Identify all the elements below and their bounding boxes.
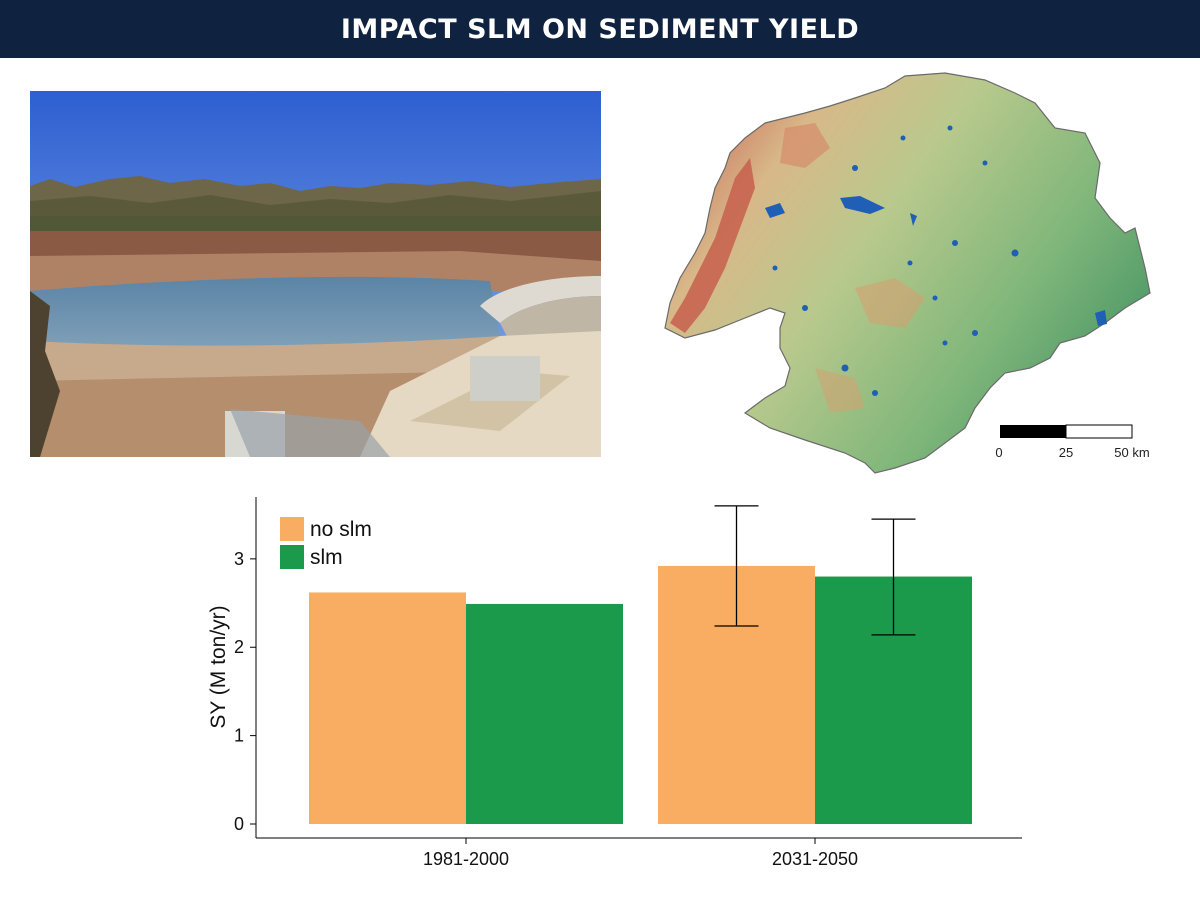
legend-swatch-slm [280,545,304,569]
x-tick-label: 2031-2050 [772,849,858,869]
page-title: IMPACT SLM ON SEDIMENT YIELD [340,13,860,45]
x-tick-label: 1981-2000 [423,849,509,869]
bars-layer [309,565,972,824]
catchment-terrain-map: 0 25 50 km [655,68,1175,478]
sediment-yield-chart: 0 1 2 3 1981-2000 2031-2050 SY (M ton/yr) no… [190,482,1050,882]
catchment-outline [664,72,1151,474]
bar-no-slm-1981-2000 [309,592,466,824]
scale-tick-50: 50 km [1114,445,1149,460]
y-ticks-layer: 0 1 2 3 [234,549,256,834]
y-axis-label: SY (M ton/yr) [207,605,230,728]
legend-label-slm: slm [310,546,343,569]
legend-label-no-slm: no slm [310,518,372,541]
error-bars-layer [714,505,916,636]
reservoir-dam-photo [30,91,601,457]
bar-slm-1981-2000 [466,603,623,824]
error-bar-no-slm-2031-2050 [714,505,759,627]
y-tick-label: 0 [234,814,244,834]
y-tick-label: 3 [234,549,244,569]
legend-swatch-no-slm [280,517,304,541]
catchment-map-illustration: 0 25 50 km [664,72,1151,474]
reservoir-dam-illustration [30,91,601,457]
scale-tick-0: 0 [995,445,1002,460]
chart-legend: no slm slm [280,517,372,569]
error-bar-slm-2031-2050 [871,518,916,636]
x-ticks-layer: 1981-2000 2031-2050 [423,838,858,869]
chart-canvas: 0 1 2 3 1981-2000 2031-2050 SY (M ton/yr) no… [207,497,1022,869]
scale-tick-25: 25 [1059,445,1073,460]
map-scale-bar: 0 25 50 km [995,424,1150,460]
lakes-group [765,125,1107,396]
page-title-bar: IMPACT SLM ON SEDIMENT YIELD [0,0,1200,58]
y-tick-label: 1 [234,726,244,746]
y-tick-label: 2 [234,637,244,657]
